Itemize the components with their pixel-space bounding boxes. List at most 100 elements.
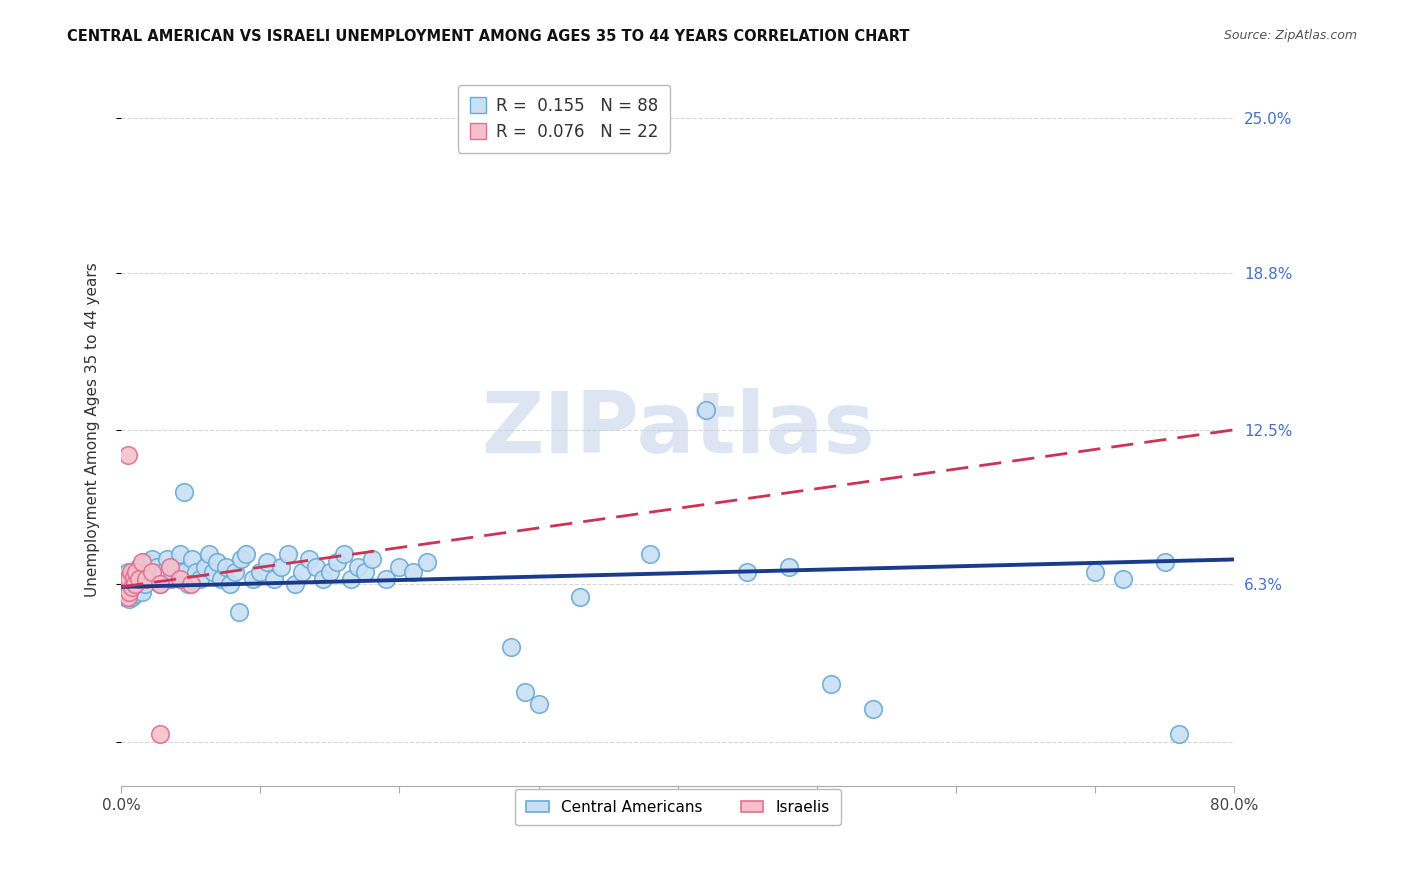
Point (165, 560, 187, 574)
Point (120, 570, 142, 584)
Point (169, 548, 191, 562)
Point (198, 548, 221, 562)
Point (305, 560, 328, 574)
Point (169, 573, 191, 587)
Point (569, 590, 592, 604)
Point (737, 565, 759, 579)
Point (135, 573, 157, 587)
Point (152, 565, 174, 579)
Point (114, 585, 136, 599)
Point (291, 565, 314, 579)
Point (388, 560, 411, 574)
Point (128, 560, 150, 574)
Point (121, 574, 143, 589)
Point (120, 565, 142, 579)
Point (125, 565, 148, 579)
Point (129, 573, 152, 587)
Point (513, 684, 536, 698)
Point (695, 402, 717, 417)
Point (141, 552, 163, 566)
Point (121, 590, 143, 604)
Point (1112, 573, 1135, 587)
Point (1167, 727, 1189, 741)
Point (177, 577, 200, 591)
Point (229, 552, 252, 566)
Point (131, 585, 153, 599)
Text: CENTRAL AMERICAN VS ISRAELI UNEMPLOYMENT AMONG AGES 35 TO 44 YEARS CORRELATION C: CENTRAL AMERICAN VS ISRAELI UNEMPLOYMENT… (67, 29, 910, 44)
Point (173, 485, 195, 500)
Point (374, 573, 396, 587)
Legend: Central Americans, Israelis: Central Americans, Israelis (515, 789, 841, 825)
Point (190, 573, 212, 587)
Point (270, 560, 292, 574)
Point (124, 577, 146, 591)
Point (339, 573, 361, 587)
Point (141, 565, 163, 579)
Point (149, 577, 172, 591)
Point (194, 560, 217, 574)
Point (122, 567, 145, 582)
Point (127, 577, 149, 591)
Point (117, 580, 139, 594)
Point (135, 555, 157, 569)
Point (134, 577, 156, 591)
Point (1154, 555, 1177, 569)
Point (416, 555, 439, 569)
Point (128, 573, 150, 587)
Point (115, 585, 138, 599)
Point (333, 548, 356, 562)
Point (125, 565, 148, 579)
Y-axis label: Unemployment Among Ages 35 to 44 years: Unemployment Among Ages 35 to 44 years (86, 262, 100, 597)
Point (346, 560, 368, 574)
Point (205, 555, 228, 569)
Point (118, 592, 141, 607)
Point (242, 573, 264, 587)
Point (121, 580, 143, 594)
Point (402, 565, 425, 579)
Point (173, 565, 195, 579)
Point (499, 640, 522, 654)
Point (124, 587, 146, 601)
Point (138, 567, 160, 582)
Point (115, 573, 138, 587)
Point (117, 565, 139, 579)
Point (263, 573, 285, 587)
Point (235, 548, 257, 562)
Point (209, 573, 232, 587)
Point (353, 565, 375, 579)
Point (159, 560, 181, 574)
Point (284, 577, 307, 591)
Point (160, 573, 183, 587)
Point (143, 573, 166, 587)
Point (319, 565, 342, 579)
Point (118, 577, 141, 591)
Point (156, 552, 179, 566)
Point (112, 577, 135, 591)
Point (862, 702, 884, 716)
Point (181, 552, 204, 566)
Point (326, 555, 349, 569)
Point (112, 577, 135, 591)
Point (122, 580, 145, 594)
Point (360, 552, 382, 566)
Text: Source: ZipAtlas.com: Source: ZipAtlas.com (1223, 29, 1357, 42)
Point (146, 560, 169, 574)
Point (120, 585, 142, 599)
Point (132, 565, 155, 579)
Point (527, 697, 550, 711)
Point (149, 727, 172, 741)
Point (131, 555, 153, 569)
Point (122, 570, 145, 584)
Point (186, 565, 208, 579)
Point (228, 605, 250, 619)
Point (298, 552, 321, 566)
Point (214, 560, 236, 574)
Point (224, 565, 246, 579)
Point (218, 577, 240, 591)
Point (117, 448, 139, 462)
Point (312, 573, 335, 587)
Point (124, 573, 146, 587)
Point (149, 577, 172, 591)
Point (115, 573, 138, 587)
Text: ZIPatlas: ZIPatlas (481, 388, 875, 471)
